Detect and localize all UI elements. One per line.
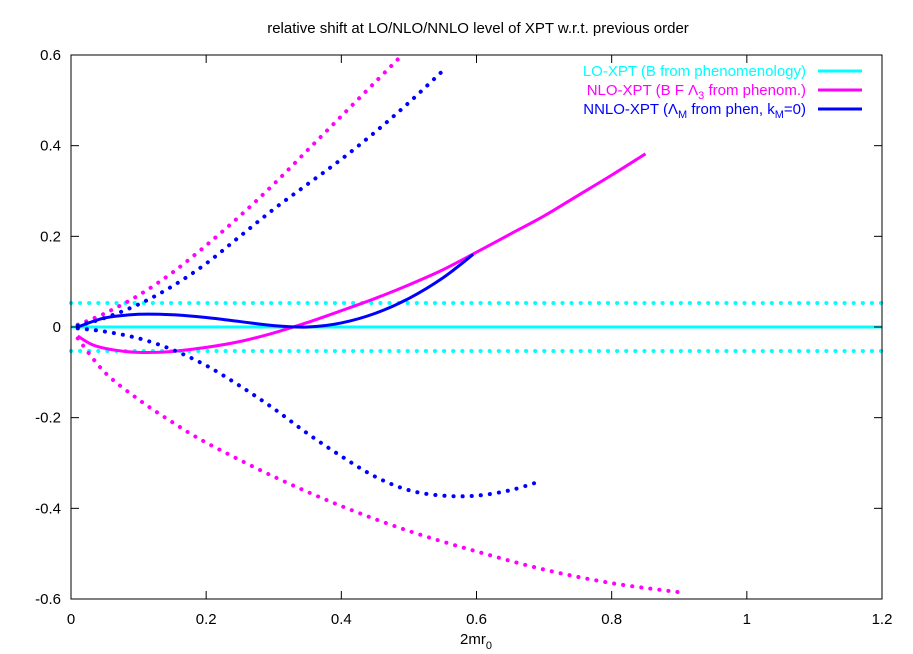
tick-layer: 0 0.2 0.4 0.6 0.8 1 1.2 0.6 0.4 0.2 0 -0.2 -0.4 -0.6: [35, 47, 892, 628]
x-axis-label-subscript: 0: [486, 640, 492, 652]
x-axis-label: 2mr0: [460, 631, 492, 652]
y-tick-label: 0.4: [40, 138, 61, 155]
legend: LO-XPT (B from phenomenology) NLO-XPT (B …: [583, 63, 862, 121]
series-line-7: [75, 68, 445, 328]
chart-title: relative shift at LO/NLO/NNLO level of X…: [267, 20, 689, 37]
y-tick-label: -0.6: [35, 591, 61, 608]
y-tick-label: -0.4: [35, 500, 61, 517]
x-tick-label: 0.2: [196, 611, 217, 628]
series-line-8: [75, 326, 543, 499]
y-tick-label: 0.6: [40, 47, 61, 64]
x-tick-label: 0.6: [466, 611, 487, 628]
y-tick-label: 0: [53, 319, 61, 336]
series-line-3: [76, 152, 647, 355]
series-line-5: [75, 336, 682, 595]
x-tick-label: 0.8: [601, 611, 622, 628]
x-tick-label: 0: [67, 611, 75, 628]
y-tick-label: 0.2: [40, 228, 61, 245]
legend-label-1: NLO-XPT (B F Λ3 from phenom.): [587, 82, 806, 102]
legend-label-2: NNLO-XPT (ΛM from phen, kM=0): [583, 101, 806, 121]
series-line-4: [75, 53, 405, 327]
x-tick-label: 0.4: [331, 611, 352, 628]
legend-label-0: LO-XPT (B from phenomenology): [583, 63, 806, 80]
x-tick-label: 1: [743, 611, 751, 628]
x-axis-label-main: 2mr: [460, 631, 486, 648]
series-line-6: [77, 253, 475, 329]
x-tick-label: 1.2: [872, 611, 893, 628]
series-layer: [69, 53, 884, 595]
y-tick-label: -0.2: [35, 410, 61, 427]
